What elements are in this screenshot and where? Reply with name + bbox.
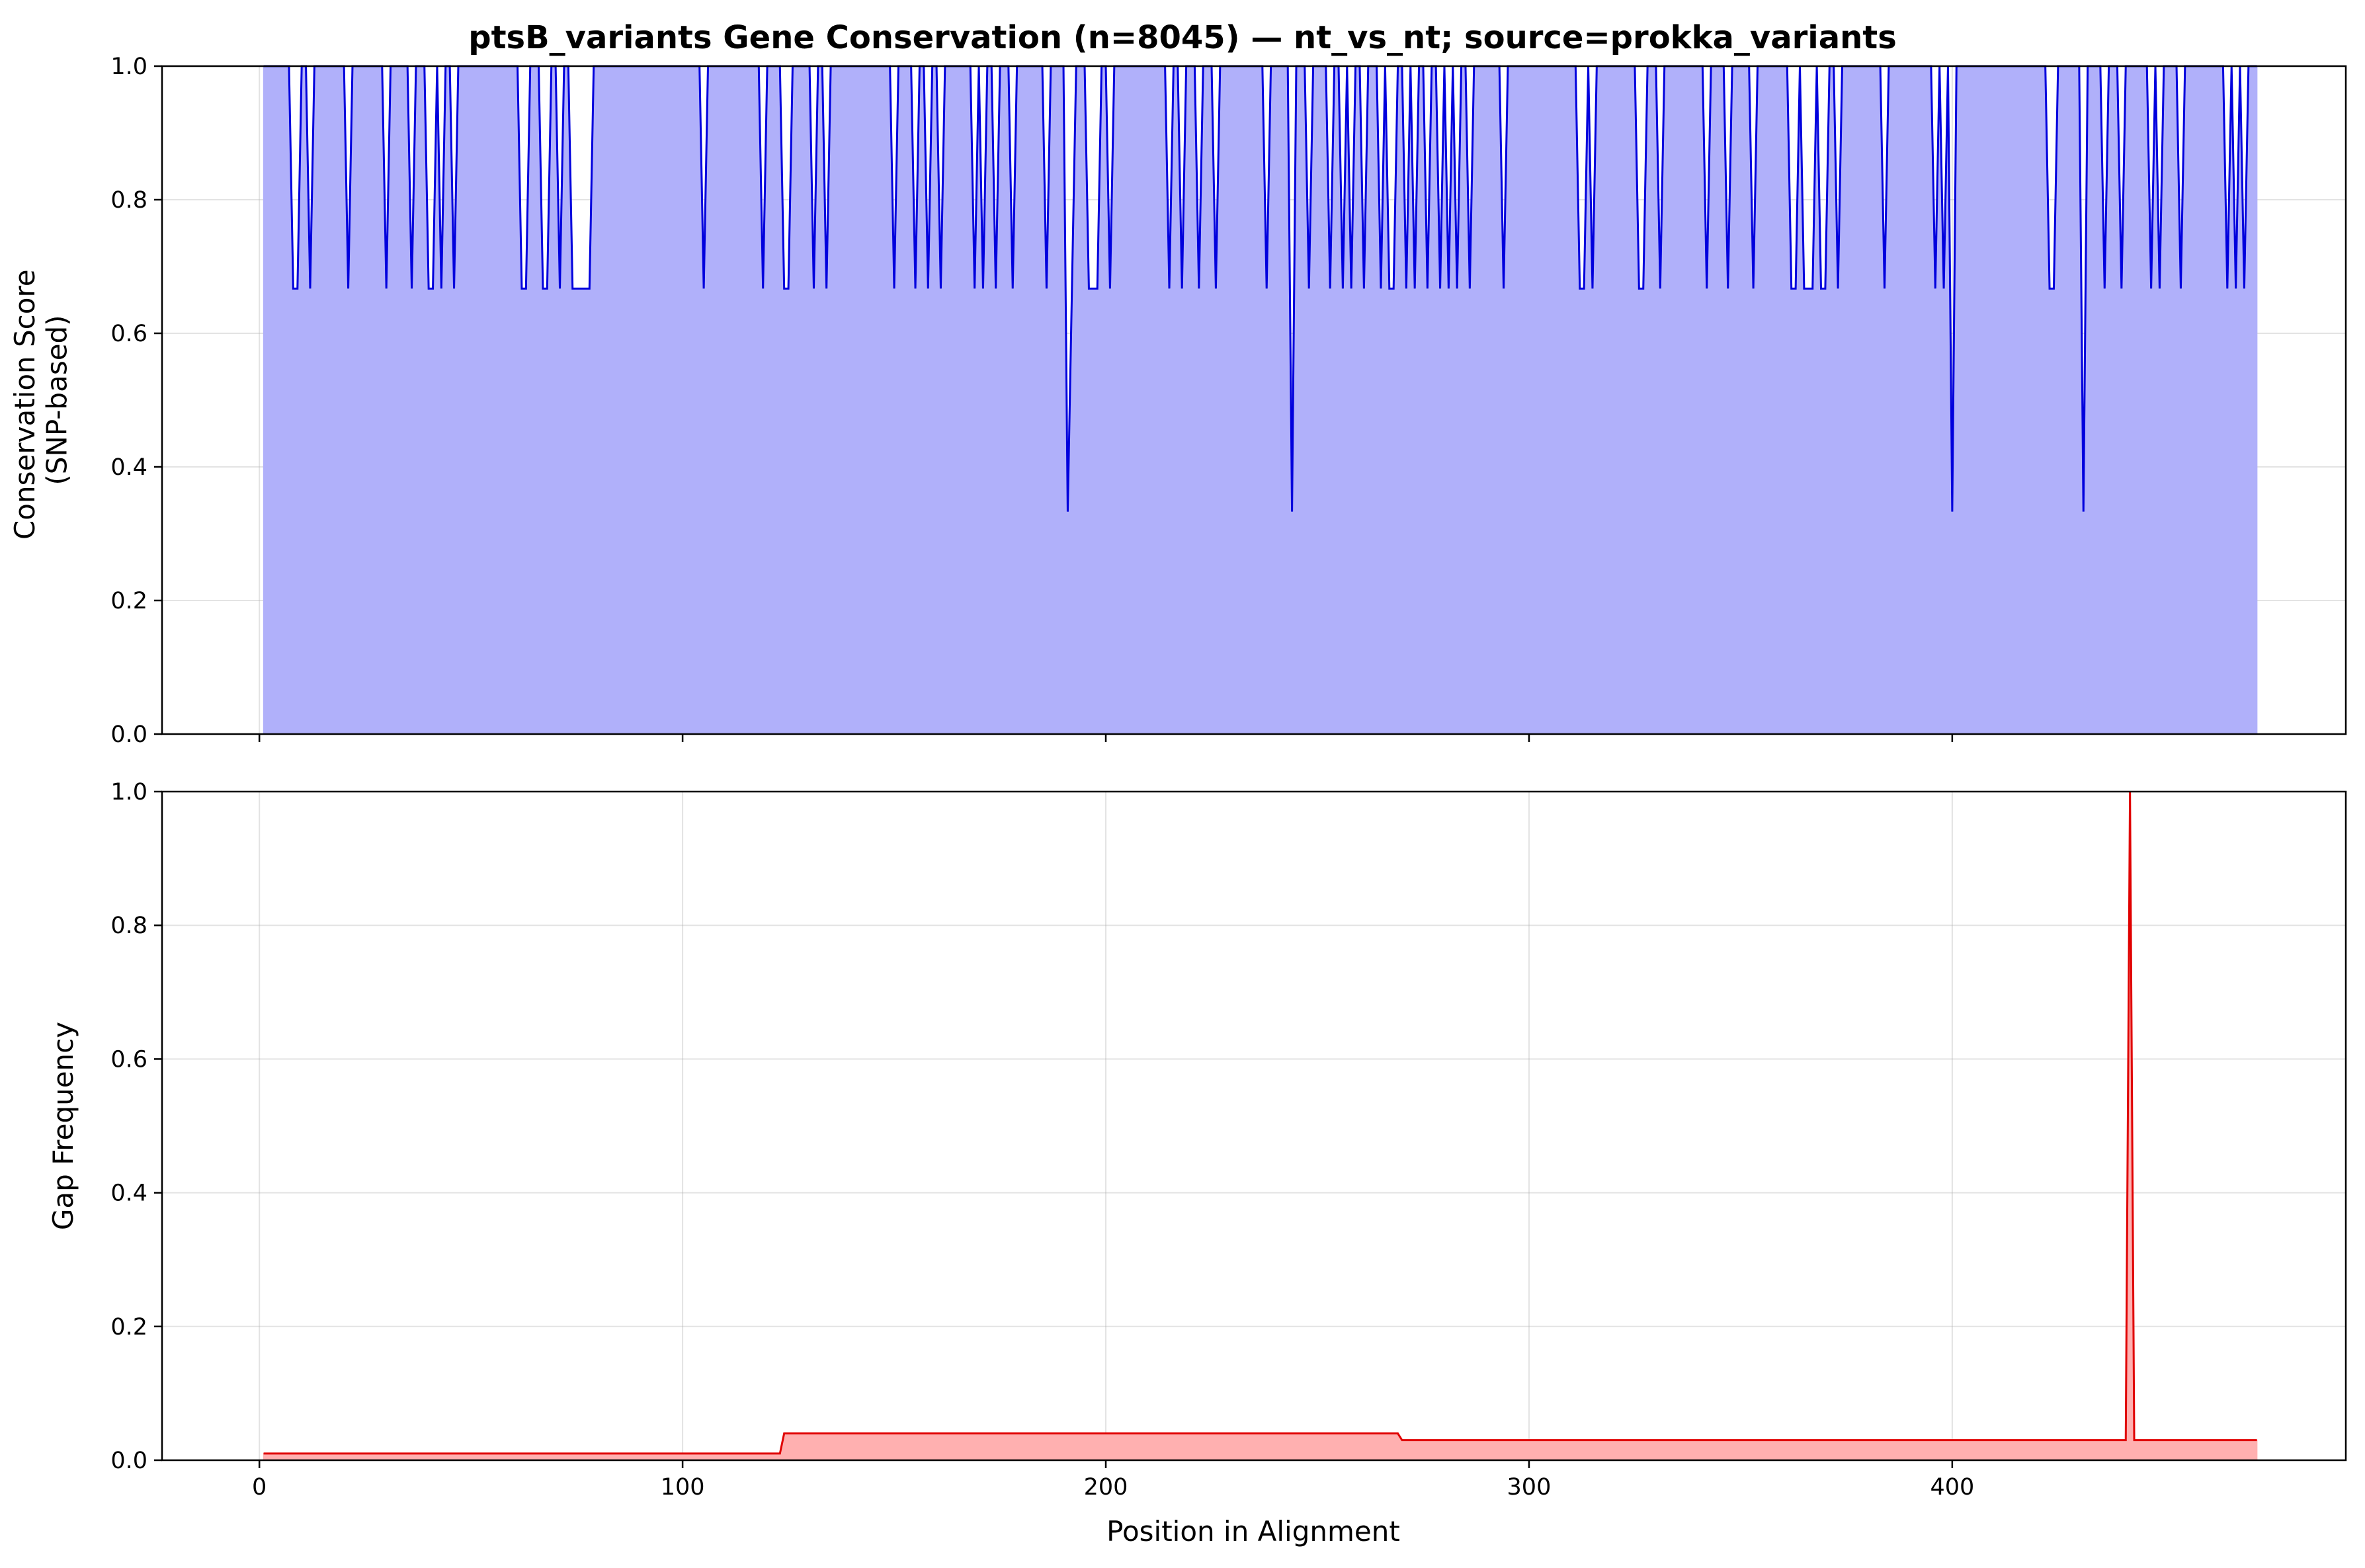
conservation-y-axis-label-line-2: (SNP-based) — [40, 315, 73, 485]
x-tick-label-100: 100 — [661, 1474, 705, 1501]
gap-frequency-y-axis-label: Gap Frequency — [47, 1022, 79, 1230]
gap-frequency-y-tick-label-0.8: 0.8 — [110, 913, 147, 939]
conservation-y-tick-label-0.4: 0.4 — [110, 454, 147, 481]
gap-frequency-line-layer — [263, 791, 2257, 1455]
gap-frequency-plot-frame — [161, 790, 2347, 1462]
conservation-y-tick-label-0.2: 0.2 — [110, 588, 147, 614]
conservation-y-tick-label-0.8: 0.8 — [110, 187, 147, 214]
gap-frequency-series-line — [263, 791, 2257, 1455]
gap-frequency-y-tick-label-0.6: 0.6 — [110, 1046, 147, 1073]
gap-frequency-panel: 0.0 0.2 0.4 0.6 0.8 1.0 0 100 200 300 400 Gap Freq… — [47, 779, 2347, 1501]
gap-frequency-y-axis-label-line-1: Gap Frequency — [47, 1022, 79, 1230]
gap-frequency-y-tick-label-0.4: 0.4 — [110, 1180, 147, 1207]
conservation-y-axis-label-line-1: Conservation Score — [9, 269, 41, 540]
x-axis-label: Position in Alignment — [1106, 1515, 1400, 1547]
gap-frequency-grid — [162, 791, 2346, 1461]
gap-frequency-y-tick-label-0.2: 0.2 — [110, 1314, 147, 1341]
x-tick-label-300: 300 — [1507, 1474, 1552, 1501]
x-tick-label-400: 400 — [1930, 1474, 1974, 1501]
conservation-y-tick-label-1.0: 1.0 — [110, 54, 147, 80]
x-tick-label-0: 0 — [252, 1474, 267, 1501]
gap-frequency-fill-layer — [263, 791, 2258, 1461]
gap-frequency-ticks: 0.0 0.2 0.4 0.6 0.8 1.0 0 100 200 300 400 — [110, 779, 1974, 1501]
gap-frequency-y-tick-label-0.0: 0.0 — [110, 1448, 147, 1474]
x-tick-label-200: 200 — [1084, 1474, 1128, 1501]
gap-frequency-y-tick-label-1.0: 1.0 — [110, 779, 147, 805]
gap-frequency-area-fill — [263, 791, 2258, 1461]
conservation-ticks: 0.0 0.2 0.4 0.6 0.8 1.0 — [110, 54, 1954, 748]
conservation-y-tick-label-0.0: 0.0 — [110, 722, 147, 748]
conservation-plot-frame — [161, 65, 2347, 735]
conservation-y-tick-label-0.6: 0.6 — [110, 321, 147, 347]
conservation-y-axis-label: Conservation Score (SNP-based) — [9, 261, 73, 540]
conservation-panel: 0.0 0.2 0.4 0.6 0.8 1.0 Conservation Score (S… — [9, 54, 2347, 748]
chart-title: ptsB_variants Gene Conservation (n=8045)… — [468, 19, 1897, 56]
